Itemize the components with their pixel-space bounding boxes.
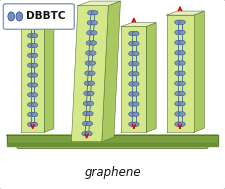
Ellipse shape	[175, 112, 182, 116]
Ellipse shape	[175, 101, 182, 106]
Ellipse shape	[175, 30, 182, 35]
Ellipse shape	[87, 31, 93, 35]
Ellipse shape	[132, 82, 139, 86]
Polygon shape	[102, 1, 120, 142]
Ellipse shape	[129, 112, 135, 116]
Ellipse shape	[129, 51, 135, 56]
Ellipse shape	[132, 41, 139, 46]
Ellipse shape	[82, 121, 89, 126]
Ellipse shape	[27, 112, 34, 117]
Ellipse shape	[132, 31, 139, 36]
Ellipse shape	[27, 122, 34, 127]
Ellipse shape	[178, 112, 185, 116]
Ellipse shape	[86, 111, 93, 116]
Ellipse shape	[31, 33, 38, 38]
Ellipse shape	[31, 63, 38, 67]
Ellipse shape	[178, 101, 185, 106]
Ellipse shape	[16, 12, 23, 21]
Ellipse shape	[175, 51, 182, 55]
Ellipse shape	[129, 41, 135, 46]
Ellipse shape	[31, 122, 38, 127]
Ellipse shape	[31, 102, 38, 107]
Ellipse shape	[178, 51, 185, 55]
Ellipse shape	[27, 53, 34, 58]
Ellipse shape	[132, 92, 139, 96]
Ellipse shape	[31, 112, 38, 117]
Ellipse shape	[27, 83, 34, 87]
Ellipse shape	[132, 72, 139, 76]
Ellipse shape	[129, 82, 135, 86]
Ellipse shape	[175, 40, 182, 45]
Ellipse shape	[178, 20, 185, 25]
Polygon shape	[122, 26, 146, 132]
Polygon shape	[72, 6, 108, 142]
Ellipse shape	[178, 122, 185, 126]
Polygon shape	[122, 23, 156, 26]
Ellipse shape	[31, 93, 38, 97]
Ellipse shape	[84, 81, 91, 85]
Ellipse shape	[129, 72, 135, 76]
Ellipse shape	[87, 21, 94, 25]
Polygon shape	[166, 11, 204, 15]
Ellipse shape	[88, 81, 95, 85]
Ellipse shape	[87, 101, 94, 106]
Ellipse shape	[132, 102, 139, 106]
Ellipse shape	[178, 61, 185, 65]
Ellipse shape	[132, 112, 139, 116]
Polygon shape	[7, 135, 218, 143]
Ellipse shape	[83, 101, 90, 106]
Ellipse shape	[178, 81, 185, 86]
Ellipse shape	[27, 24, 34, 28]
Polygon shape	[146, 23, 156, 132]
Ellipse shape	[86, 41, 93, 45]
Ellipse shape	[82, 132, 88, 136]
Polygon shape	[7, 135, 218, 148]
Ellipse shape	[89, 61, 96, 65]
Ellipse shape	[129, 92, 135, 96]
Ellipse shape	[91, 11, 98, 15]
Ellipse shape	[31, 24, 38, 28]
Ellipse shape	[27, 73, 34, 77]
Ellipse shape	[175, 91, 182, 96]
Ellipse shape	[178, 30, 185, 35]
Ellipse shape	[129, 102, 135, 106]
Ellipse shape	[88, 11, 94, 15]
Ellipse shape	[129, 62, 135, 66]
Polygon shape	[166, 15, 194, 132]
Ellipse shape	[132, 122, 139, 126]
Ellipse shape	[129, 31, 135, 36]
Ellipse shape	[89, 51, 96, 55]
Ellipse shape	[86, 51, 92, 55]
Ellipse shape	[175, 71, 182, 75]
Ellipse shape	[85, 71, 91, 75]
Ellipse shape	[132, 62, 139, 66]
Polygon shape	[7, 143, 218, 146]
Ellipse shape	[31, 73, 38, 77]
Ellipse shape	[31, 83, 38, 87]
Ellipse shape	[31, 53, 38, 58]
Ellipse shape	[27, 43, 34, 48]
Ellipse shape	[85, 61, 92, 65]
Ellipse shape	[27, 93, 34, 97]
Ellipse shape	[27, 33, 34, 38]
Text: graphene: graphene	[84, 167, 141, 179]
Ellipse shape	[88, 71, 95, 75]
Ellipse shape	[90, 41, 97, 45]
Polygon shape	[44, 15, 54, 132]
Ellipse shape	[129, 122, 135, 126]
Ellipse shape	[86, 132, 92, 136]
Ellipse shape	[86, 121, 93, 126]
Ellipse shape	[27, 63, 34, 67]
Ellipse shape	[175, 122, 182, 126]
Ellipse shape	[178, 91, 185, 96]
Polygon shape	[194, 11, 204, 132]
Ellipse shape	[27, 102, 34, 107]
Ellipse shape	[90, 31, 97, 35]
Ellipse shape	[175, 81, 182, 86]
Ellipse shape	[84, 91, 90, 96]
Ellipse shape	[91, 21, 97, 25]
Ellipse shape	[132, 51, 139, 56]
Ellipse shape	[88, 91, 94, 96]
Ellipse shape	[178, 71, 185, 75]
